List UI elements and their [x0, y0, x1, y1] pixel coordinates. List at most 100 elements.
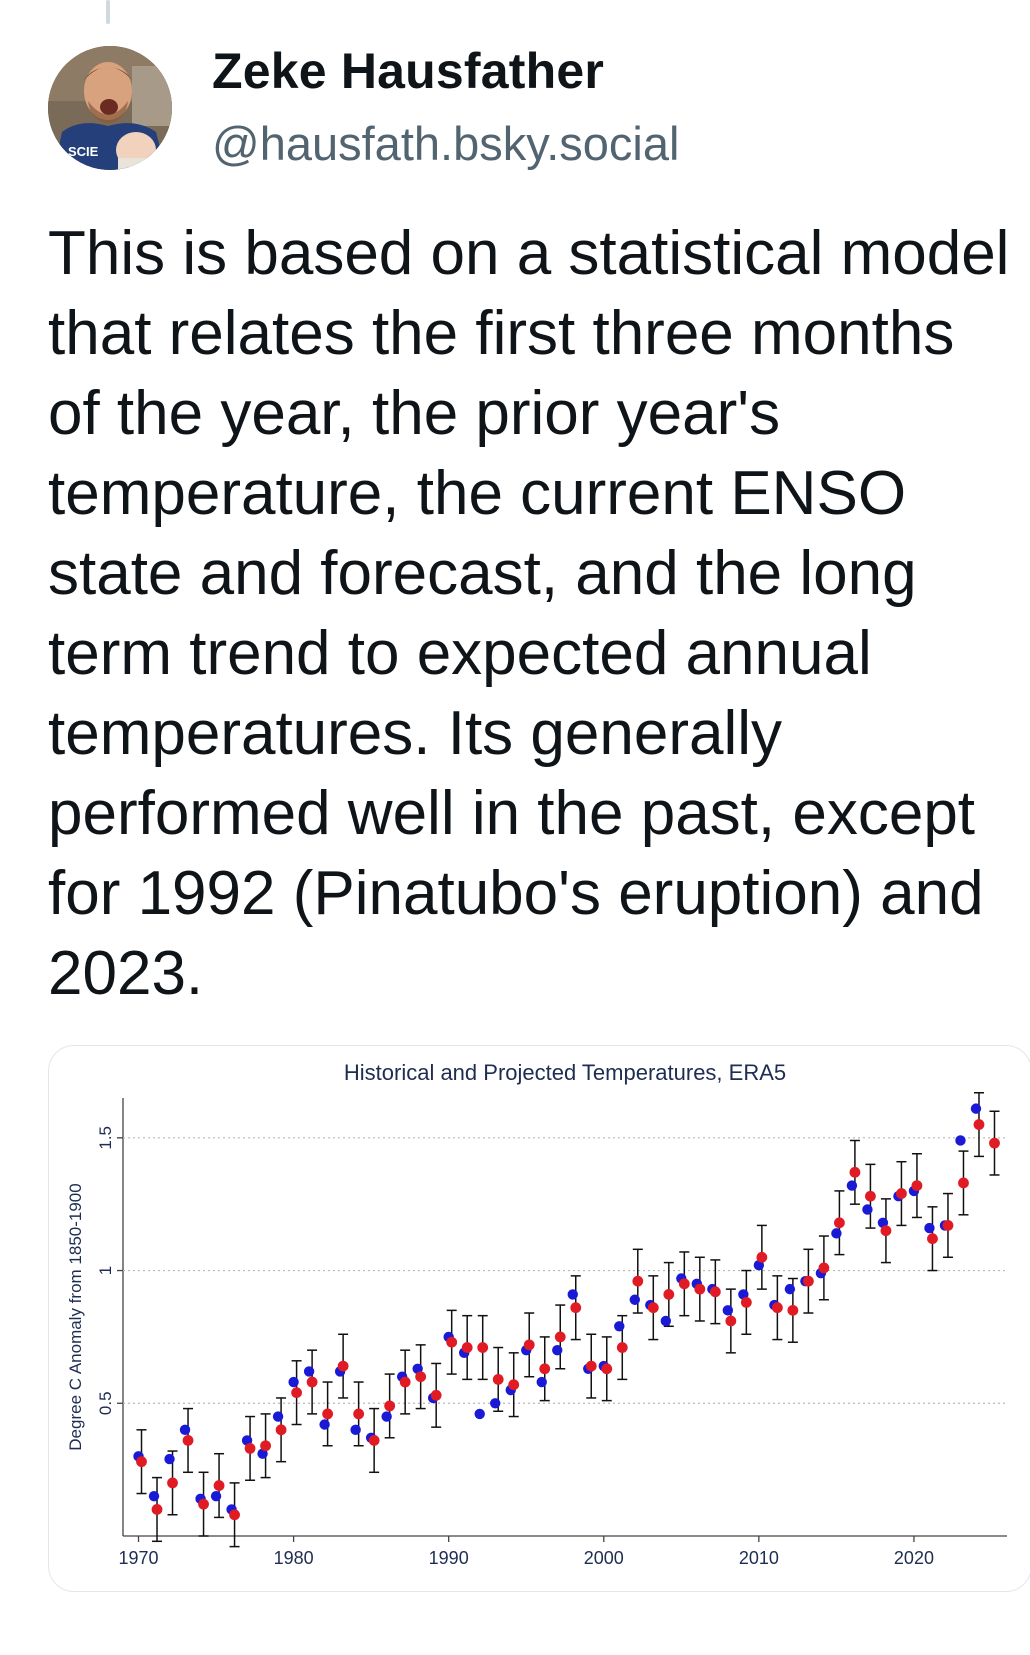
projected-point [601, 1363, 613, 1375]
projected-point [322, 1408, 334, 1420]
projected-point [229, 1509, 240, 1521]
observed-point [660, 1315, 672, 1327]
observed-point [722, 1305, 734, 1316]
projected-point [756, 1251, 768, 1263]
observed-point [536, 1376, 547, 1388]
projected-point [399, 1376, 411, 1388]
projected-point [291, 1387, 302, 1399]
projected-point [167, 1477, 178, 1489]
projected-point [182, 1435, 194, 1446]
projected-point [973, 1119, 985, 1130]
avatar-shirt-text: SCIE [68, 144, 99, 159]
y-tick-label: 1.5 [96, 1126, 115, 1150]
observed-point [288, 1376, 299, 1388]
projected-point [865, 1190, 876, 1202]
projected-point [585, 1360, 597, 1372]
projected-point [554, 1331, 566, 1343]
observed-point [567, 1289, 578, 1300]
projected-point [942, 1220, 954, 1231]
projected-point [818, 1262, 830, 1274]
observed-point [955, 1135, 966, 1146]
projected-point [461, 1342, 473, 1353]
projected-point [136, 1456, 147, 1468]
x-tick-label: 1970 [118, 1548, 158, 1568]
chart-image-card[interactable]: Historical and Projected Temperatures, E… [48, 1045, 1030, 1592]
observed-point [784, 1283, 796, 1295]
projected-point [678, 1278, 690, 1290]
projected-point [647, 1302, 659, 1314]
projected-point [430, 1389, 442, 1401]
projected-point [632, 1275, 644, 1287]
x-tick-label: 2000 [584, 1548, 624, 1568]
thread-connector-line [106, 0, 110, 24]
projected-point [306, 1376, 318, 1388]
post-text: This is based on a statistical model tha… [48, 219, 1010, 1008]
observed-point [474, 1408, 485, 1420]
observed-point [552, 1344, 563, 1356]
projected-point [539, 1363, 551, 1375]
observed-point [210, 1490, 222, 1502]
y-tick-label: 0.5 [96, 1391, 115, 1415]
projected-point [927, 1233, 938, 1245]
projected-point [725, 1315, 737, 1327]
x-tick-label: 1990 [429, 1548, 469, 1568]
projected-point [275, 1424, 287, 1436]
projected-point [508, 1379, 520, 1391]
x-tick-label: 2020 [894, 1548, 934, 1568]
projected-point [492, 1373, 504, 1385]
projected-point [989, 1137, 1000, 1149]
projected-point [523, 1339, 535, 1351]
author-handle[interactable]: @hausfath.bsky.social [212, 117, 680, 170]
y-tick-label: 1 [96, 1266, 115, 1275]
observed-point [272, 1411, 284, 1422]
projected-point [198, 1498, 209, 1510]
projected-point [802, 1275, 814, 1287]
projected-point [694, 1283, 706, 1295]
x-tick-label: 2010 [739, 1548, 779, 1568]
observed-point [831, 1228, 842, 1239]
author-avatar[interactable]: SCIE [48, 46, 172, 170]
observed-point [179, 1424, 191, 1436]
projected-point [771, 1302, 783, 1314]
x-tick-label: 1980 [274, 1548, 314, 1568]
observed-point [350, 1424, 361, 1436]
projected-point [368, 1435, 380, 1446]
observed-point [862, 1204, 873, 1215]
observed-point [846, 1180, 858, 1191]
observed-point [490, 1398, 501, 1409]
projected-point [663, 1289, 675, 1300]
observed-point [970, 1103, 982, 1114]
projected-point [896, 1188, 907, 1199]
projected-point [260, 1440, 271, 1452]
projected-point [353, 1408, 365, 1420]
projected-point [616, 1342, 628, 1353]
projected-point [244, 1443, 256, 1454]
observed-point [319, 1419, 330, 1430]
projected-point [787, 1304, 799, 1316]
projected-point [446, 1336, 458, 1348]
projected-point [834, 1217, 845, 1229]
y-axis-label: Degree C Anomaly from 1850-1900 [66, 1183, 85, 1450]
projected-point [415, 1371, 427, 1383]
observed-point [303, 1366, 315, 1377]
projected-point [570, 1302, 582, 1314]
avatar-image: SCIE [48, 46, 172, 170]
projected-point [477, 1342, 489, 1353]
projected-point [849, 1166, 861, 1178]
observed-point [924, 1222, 935, 1234]
projected-point [151, 1504, 163, 1515]
observed-point [148, 1490, 160, 1502]
projected-point [958, 1177, 969, 1189]
temperature-chart: Historical and Projected Temperatures, E… [66, 1060, 1007, 1568]
projected-point [384, 1400, 396, 1412]
observed-point [629, 1294, 640, 1305]
projected-point [213, 1480, 225, 1491]
observed-point [614, 1321, 625, 1332]
author-name[interactable]: Zeke Hausfather [212, 43, 605, 99]
projected-point [911, 1180, 923, 1191]
chart-title: Historical and Projected Temperatures, E… [344, 1060, 786, 1085]
projected-point [880, 1225, 892, 1237]
projected-point [337, 1360, 349, 1372]
observed-point [164, 1453, 175, 1465]
projected-point [709, 1286, 721, 1298]
